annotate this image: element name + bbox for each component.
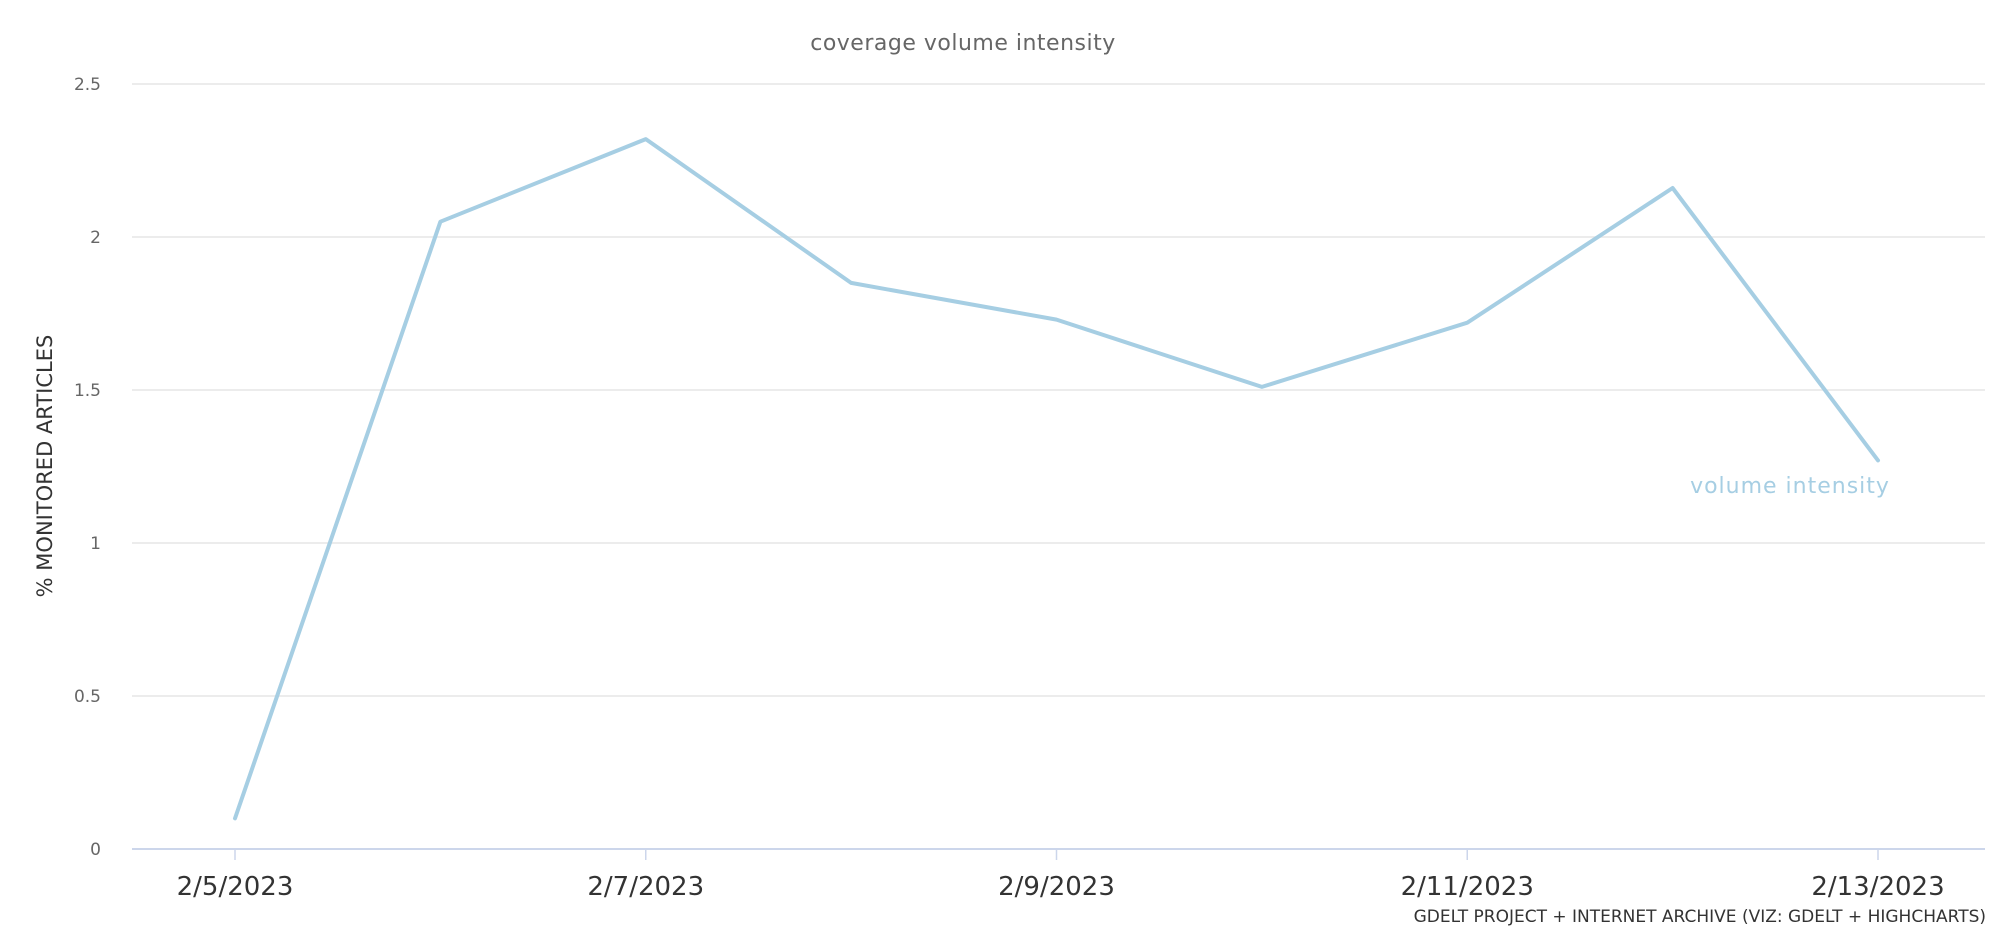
series-label: volume intensity xyxy=(1690,474,1890,499)
x-axis xyxy=(132,848,1985,860)
data-points xyxy=(232,136,1881,821)
data-point[interactable] xyxy=(437,219,443,225)
series-group xyxy=(233,137,1880,821)
x-tick-label: 2/5/2023 xyxy=(177,872,294,902)
grid-lines xyxy=(132,83,1985,697)
x-tick-label: 2/13/2023 xyxy=(1811,872,1944,902)
data-point[interactable] xyxy=(1054,317,1060,323)
x-tick-label: 2/7/2023 xyxy=(587,872,704,902)
chart-credit[interactable]: GDELT PROJECT + INTERNET ARCHIVE (VIZ: G… xyxy=(1414,907,1986,927)
data-point[interactable] xyxy=(1259,384,1265,390)
data-point[interactable] xyxy=(643,136,649,142)
y-tick-label: 0 xyxy=(90,840,101,860)
y-tick-label: 1.5 xyxy=(74,381,101,401)
data-point[interactable] xyxy=(232,815,238,821)
chart-title: coverage volume intensity xyxy=(810,31,1116,56)
y-axis-title: % MONITORED ARTICLES xyxy=(33,335,57,598)
y-tick-label: 1 xyxy=(90,534,101,554)
x-tick-label: 2/11/2023 xyxy=(1401,872,1534,902)
y-axis: 0 0.5 1 1.5 2 2.5 xyxy=(74,75,101,860)
x-tick-label: 2/9/2023 xyxy=(998,872,1115,902)
y-tick-label: 2.5 xyxy=(74,75,101,95)
data-point[interactable] xyxy=(1670,185,1676,191)
y-tick-label: 0.5 xyxy=(74,687,101,707)
data-point[interactable] xyxy=(1875,457,1881,463)
y-tick-label: 2 xyxy=(90,228,101,248)
data-point[interactable] xyxy=(1464,320,1470,326)
series-line[interactable] xyxy=(233,137,1880,821)
x-tick-labels: 2/5/2023 2/7/2023 2/9/2023 2/11/2023 2/13/20… xyxy=(177,872,1945,902)
data-point[interactable] xyxy=(848,280,854,286)
